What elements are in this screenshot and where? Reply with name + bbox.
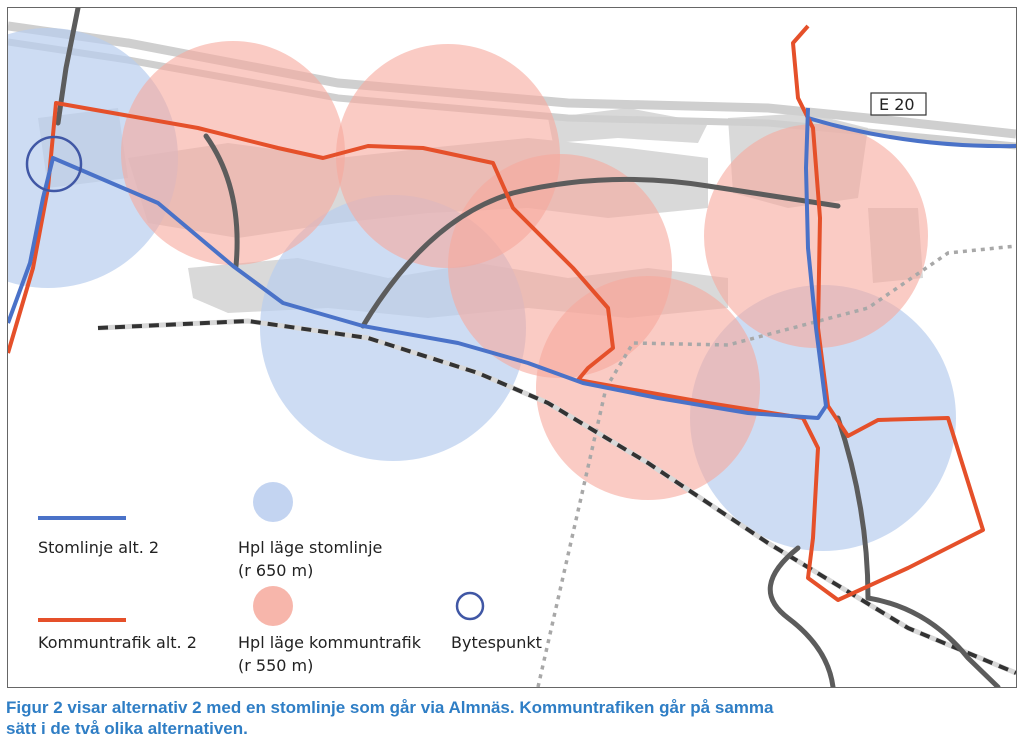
e20-label: E 20 [879,95,915,114]
legend-kommuntrafik-circle [253,586,293,626]
legend-hpl-komm-line2: (r 550 m) [238,656,313,675]
bytespunkt-marker [25,135,83,193]
kommuntrafik-stop-circle [121,41,345,265]
kommuntrafik-stop-circle [536,276,760,500]
e20-label-box: E 20 [870,92,927,116]
kommuntrafik-stop-circle [704,124,928,348]
legend-bytespunkt-circle [455,591,485,621]
stomlinje-stop-circle [8,28,178,288]
caption-line-2: sätt i de två olika alternativen. [6,719,248,738]
railway [97,318,1016,676]
legend: Stomlinje alt. 2 Hpl läge stomlinje (r 6… [38,482,542,675]
stomlinje-route [8,107,828,420]
legend-kommuntrafik-label: Kommuntrafik alt. 2 [38,633,197,652]
stomlinje-stop-circle [690,285,956,551]
legend-stomlinje-label: Stomlinje alt. 2 [38,538,159,557]
kommuntrafik-stop-circles [121,41,928,500]
legend-hpl-stom-line2: (r 650 m) [238,561,313,580]
map-frame: E 20 Stomlinje alt. 2 Hpl läge stomlinje… [7,7,1017,688]
map-canvas: E 20 Stomlinje alt. 2 Hpl läge stomlinje… [8,8,1016,687]
local-roads [55,8,1001,687]
figure-caption: Figur 2 visar alternativ 2 med en stomli… [6,697,1016,739]
legend-stomlinje-circle [253,482,293,522]
stomlinje-e20-extension [807,116,1016,149]
legend-hpl-komm-line1: Hpl läge kommuntrafik [238,633,422,652]
caption-line-1: Figur 2 visar alternativ 2 med en stomli… [6,698,774,717]
legend-bytespunkt-label: Bytespunkt [451,633,542,652]
legend-hpl-stom-line1: Hpl läge stomlinje [238,538,382,557]
